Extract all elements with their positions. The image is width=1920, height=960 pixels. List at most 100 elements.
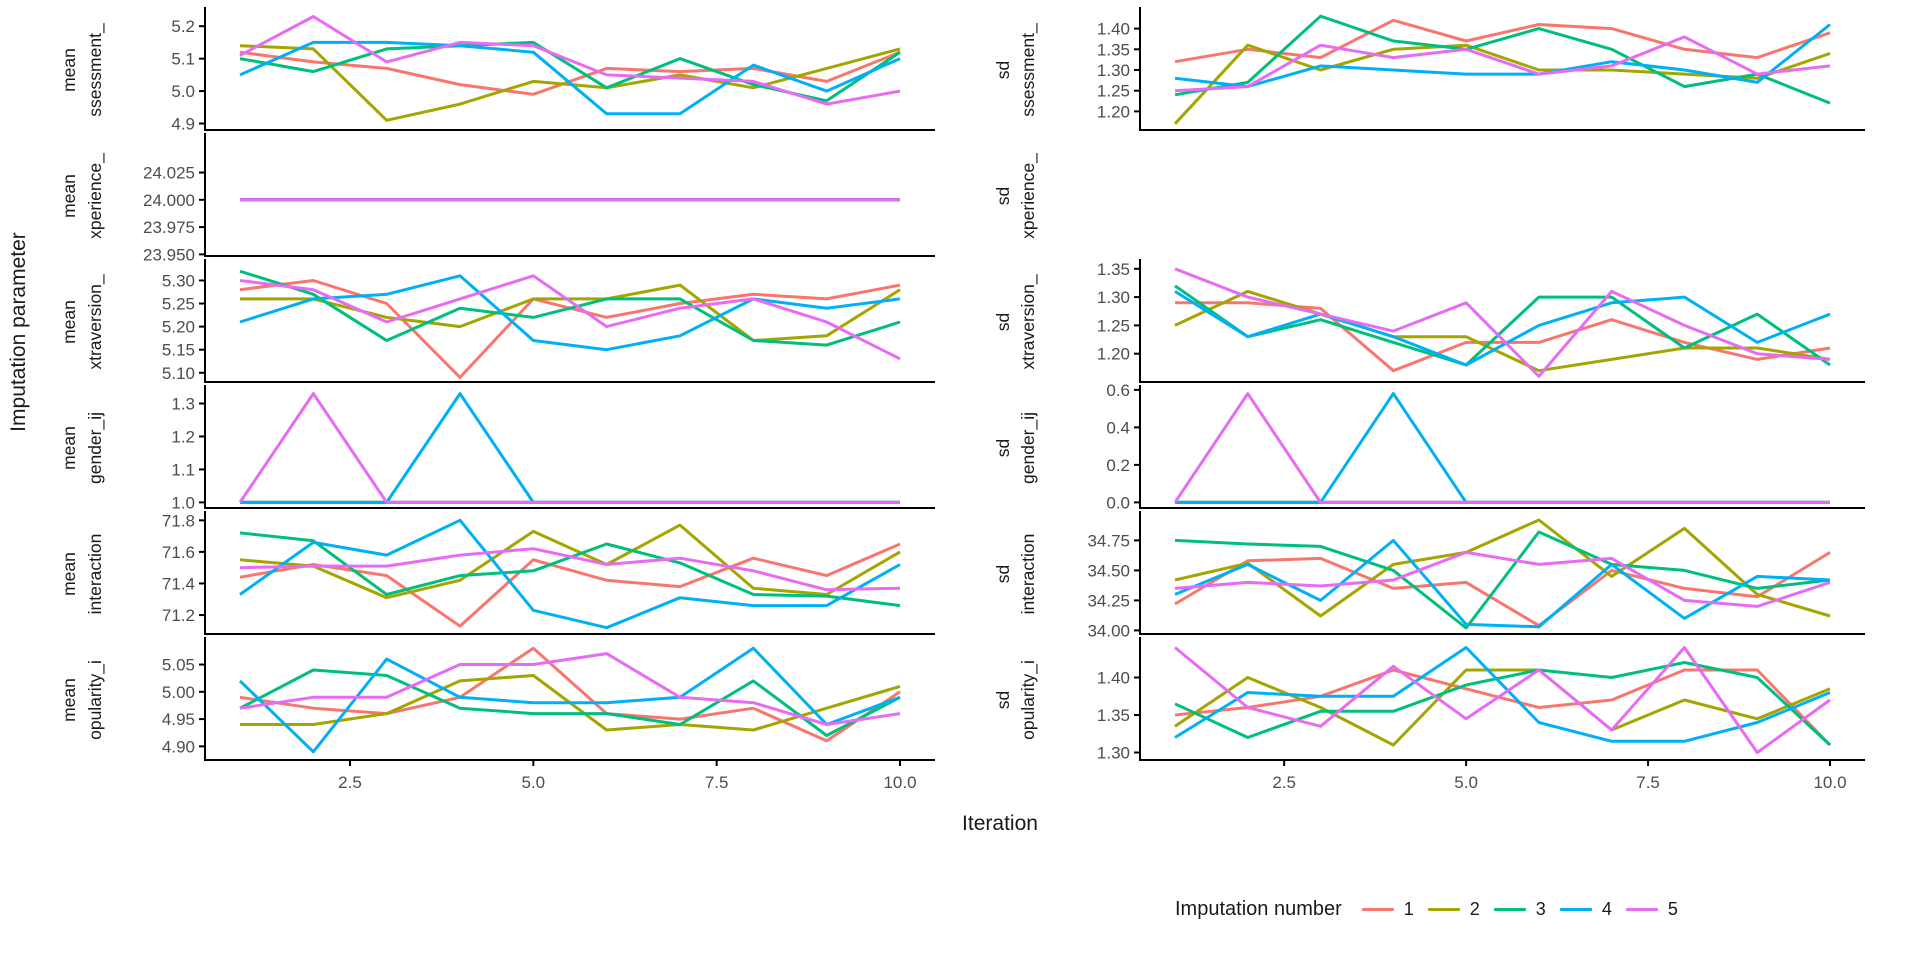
line-imputation-4 xyxy=(1174,538,1831,629)
line-imputation-4 xyxy=(1174,290,1831,367)
strip-label-stat: mean xyxy=(59,300,79,344)
strip-label-stat: mean xyxy=(59,678,79,722)
line-imputation-5 xyxy=(1174,646,1831,754)
line-imputation-2 xyxy=(240,283,901,342)
y-tick-label: 5.25 xyxy=(162,295,195,314)
legend-key-line xyxy=(1493,907,1526,912)
line-imputation-3 xyxy=(239,40,901,103)
y-tick-label: 1.1 xyxy=(171,460,195,479)
x-axis-title: Iteration xyxy=(962,812,1038,835)
y-tick-label: 1.40 xyxy=(1097,20,1130,39)
x-tick-label: 2.5 xyxy=(338,773,362,792)
strip-label-variable: xperience_ xyxy=(85,153,106,239)
panel-sd-gender: sd gender_ij 0.6 0.4 0.2 0.0 xyxy=(993,381,1865,512)
y-tick-label: 0.2 xyxy=(1106,456,1130,475)
y-tick-label: 1.20 xyxy=(1097,102,1130,121)
strip-label-stat: sd xyxy=(993,187,1013,205)
panel-mean-interaction: mean interaction 71.8 71.6 71.4 71.2 xyxy=(59,511,935,635)
line-imputation-4 xyxy=(239,40,901,116)
line-imputation-5 xyxy=(1174,35,1831,93)
y-tick-label: 5.00 xyxy=(162,683,195,702)
y-tick-label: 5.1 xyxy=(171,50,195,69)
strip-label-variable: xtraversion_ xyxy=(1018,274,1039,370)
y-tick-label: 1.3 xyxy=(171,394,195,413)
y-tick-label: 1.30 xyxy=(1097,288,1130,307)
y-tick-label: 71.2 xyxy=(162,606,195,625)
line-imputation-5 xyxy=(239,652,901,726)
legend-item-4: 4 xyxy=(1559,899,1612,920)
x-tick-label: 2.5 xyxy=(1272,773,1296,792)
line-imputation-2 xyxy=(1174,668,1831,747)
y-tick-label: 1.0 xyxy=(171,493,195,512)
y-tick-label: 5.2 xyxy=(171,17,195,36)
y-tick-label: 1.30 xyxy=(1097,744,1130,763)
line-imputation-2 xyxy=(239,523,901,600)
y-tick-label: 4.90 xyxy=(162,737,195,756)
legend-title: Imputation number xyxy=(1175,898,1342,920)
y-tick-label: 0.0 xyxy=(1106,493,1130,512)
panel-mean-popularity: mean opularity_i 5.05 5.00 4.95 4.90 2.5 5.0 7.5… xyxy=(59,637,935,792)
strip-label-variable: ssessment_ xyxy=(1018,23,1039,117)
y-tick-label: 34.00 xyxy=(1087,621,1130,640)
legend-item-label: 4 xyxy=(1601,899,1612,919)
y-tick-label: 1.35 xyxy=(1097,706,1130,725)
x-tick-label: 10.0 xyxy=(1813,773,1846,792)
y-tick-label: 1.35 xyxy=(1097,40,1130,59)
line-imputation-4 xyxy=(1174,23,1831,89)
line-imputation-5 xyxy=(1173,392,1830,504)
line-imputation-4 xyxy=(238,646,901,754)
y-tick-label: 0.6 xyxy=(1106,381,1130,400)
y-tick-label: 71.8 xyxy=(162,511,195,530)
x-tick-label: 5.0 xyxy=(522,773,546,792)
strip-label-stat: sd xyxy=(993,691,1013,709)
line-imputation-2 xyxy=(1174,289,1831,373)
strip-label-variable: opularity_i xyxy=(1018,660,1039,740)
x-tick-label: 10.0 xyxy=(883,773,916,792)
line-imputation-3 xyxy=(239,269,901,347)
strip-label-stat: mean xyxy=(59,426,79,470)
strip-label-variable: gender_ij xyxy=(1018,412,1039,484)
legend-key-line xyxy=(1361,907,1394,912)
y-tick-label: 1.2 xyxy=(171,427,195,446)
y-tick-label: 24.025 xyxy=(143,164,195,183)
y-tick-label: 34.25 xyxy=(1087,591,1130,610)
line-imputation-3 xyxy=(1174,14,1831,105)
panel-sd-interaction: sd interaction 34.75 34.50 34.25 34.00 xyxy=(993,511,1865,640)
strip-label-stat: sd xyxy=(993,61,1013,79)
y-tick-label: 0.4 xyxy=(1106,418,1130,437)
strip-label-variable: interaction xyxy=(1018,534,1038,615)
strip-label-variable: xtraversion_ xyxy=(85,274,106,370)
line-imputation-4 xyxy=(239,518,901,630)
panel-sd-assessment: sd ssessment_ 1.401.35 1.30 1.251.20 xyxy=(993,7,1865,131)
x-tick-label: 5.0 xyxy=(1454,773,1478,792)
strip-label-stat: mean xyxy=(59,48,79,92)
line-imputation-3 xyxy=(239,668,901,737)
strip-label-variable: interaction xyxy=(85,534,105,615)
line-imputation-1 xyxy=(1174,668,1832,747)
panel-mean-gender: mean gender_ij 1.3 1.2 1.1 1.0 xyxy=(59,385,935,512)
strip-label-stat: sd xyxy=(993,313,1013,331)
x-tick-label: 7.5 xyxy=(1636,773,1660,792)
legend-item-1: 1 xyxy=(1361,899,1414,920)
x-tick-label: 7.5 xyxy=(705,773,729,792)
line-imputation-4 xyxy=(1174,646,1831,743)
line-imputation-5 xyxy=(239,15,901,106)
legend-key-line xyxy=(1625,907,1658,912)
legend-key-line xyxy=(1427,907,1460,912)
y-tick-label: 34.50 xyxy=(1087,561,1130,580)
legend-key-line xyxy=(1559,907,1592,912)
line-imputation-4 xyxy=(239,274,901,352)
line-imputation-1 xyxy=(1174,551,1831,628)
panel-mean-extraversion: mean xtraversion_ 5.30 5.25 5.20 5.15 5.10 xyxy=(59,259,935,383)
y-tick-label: 5.10 xyxy=(162,364,195,383)
panel-sd-extraversion: sd xtraversion_ 1.35 1.30 1.25 1.20 xyxy=(993,259,1865,383)
y-tick-label: 1.40 xyxy=(1097,669,1130,688)
strip-label-variable: ssessment_ xyxy=(85,23,106,117)
strip-label-stat: sd xyxy=(993,439,1013,457)
panel-mean-experience: mean xperience_ 24.025 24.000 23.975 23.950 xyxy=(59,133,935,264)
y-tick-label: 5.0 xyxy=(171,82,195,101)
legend-item-label: 2 xyxy=(1469,899,1480,919)
strip-label-stat: mean xyxy=(59,552,79,596)
panel-sd-popularity: sd opularity_i 1.40 1.35 1.30 2.5 5.0 7.5 10.0 xyxy=(993,637,1865,792)
